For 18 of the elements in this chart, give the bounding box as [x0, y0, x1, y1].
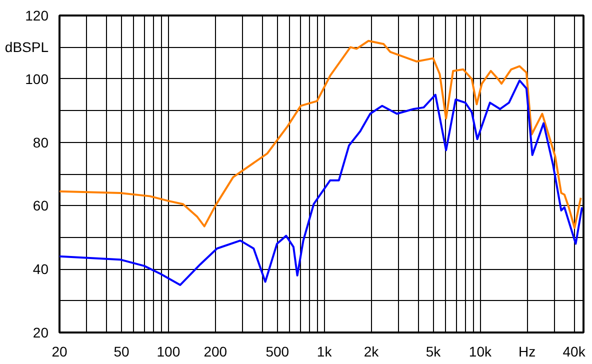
y-tick-label: 80 — [32, 134, 49, 150]
y-tick-label: 100 — [25, 70, 49, 87]
x-tick-label: 200 — [204, 344, 228, 360]
x-tick-label: 20 — [52, 344, 68, 360]
x-tick-label: 50 — [114, 344, 130, 360]
x-tick-label: 5k — [426, 344, 442, 360]
x-tick-label: Hz — [518, 344, 536, 360]
x-tick-label: 10k — [468, 344, 492, 360]
x-tick-label: 100 — [156, 344, 180, 360]
y-tick-label: 40 — [32, 261, 49, 278]
x-tick-label: 2k — [364, 344, 380, 360]
x-tick-label: 40k — [562, 344, 586, 360]
x-tick-label: 500 — [266, 344, 290, 360]
y-tick-label: 60 — [32, 198, 49, 214]
y-axis-title: dBSPL — [4, 39, 49, 56]
y-tick-label: 20 — [32, 324, 49, 340]
y-tick-label: 120 — [25, 8, 49, 24]
x-tick-label: 1k — [316, 344, 333, 360]
